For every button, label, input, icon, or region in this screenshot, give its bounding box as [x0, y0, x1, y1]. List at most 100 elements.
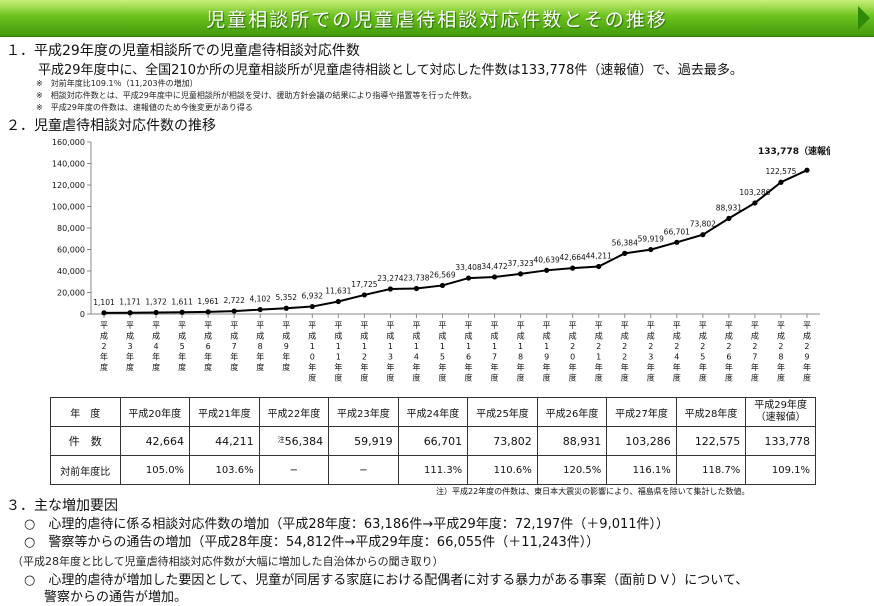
- data-label: 88,931: [716, 203, 742, 212]
- x-tick-label: 平成 4 年度: [152, 321, 160, 372]
- data-point: [101, 310, 107, 316]
- x-tick-label: 平成 2 8 年度: [777, 321, 785, 383]
- table-ratio: 103.6%: [189, 455, 260, 485]
- x-tick-label: 平成 1 5 年度: [438, 321, 446, 383]
- data-label: 1,171: [119, 298, 141, 307]
- data-label: 4,102: [249, 295, 271, 304]
- table-year: 平成23年度: [328, 397, 399, 427]
- y-tick-label: 120,000: [52, 181, 85, 190]
- data-point: [465, 275, 472, 281]
- table-count: 66,701: [397, 426, 469, 456]
- x-tick-label: 平成 6 年度: [204, 321, 212, 372]
- table-count: 133,778: [745, 426, 816, 456]
- data-point: [257, 306, 263, 313]
- series-line: [104, 169, 808, 314]
- x-tick-label: 平成 3 年度: [126, 321, 134, 372]
- data-label: 56,384: [612, 238, 638, 247]
- section3-subheading: （平成28年度と比して児童虐待相談対応件数が大幅に増加した自治体からの聞き取り）: [12, 555, 444, 568]
- x-tick-label: 平成 1 6 年度: [465, 321, 473, 383]
- x-tick-label: 平成 1 1 年度: [334, 321, 342, 383]
- x-tick-label: 平成 1 7 年度: [491, 321, 499, 383]
- data-point: [648, 246, 654, 253]
- data-label: 11,631: [325, 286, 351, 295]
- table-year-last: 平成29年度 （速報値）: [745, 397, 816, 427]
- table-count: 73,802: [467, 426, 538, 456]
- table-header-row: 年 度 平成20年度 平成21年度 平成22年度 平成23年度 平成24年度 平…: [50, 397, 816, 427]
- x-tick-label: 平成 2 0 年度: [569, 321, 577, 383]
- data-point: [283, 305, 289, 311]
- data-point: [700, 232, 706, 238]
- table-ratio: 118.7%: [675, 455, 747, 485]
- data-label: 66,701: [664, 227, 690, 236]
- arrow-right-icon: [858, 6, 870, 30]
- table-year: 平成25年度: [467, 397, 538, 427]
- y-tick-label: 60,000: [57, 246, 85, 255]
- x-tick-label: 平成 2 6 年度: [725, 321, 733, 383]
- data-point: [752, 200, 758, 206]
- table-count-row: 件 数 42,664 44,211 注56,384 59,919 66,701 …: [50, 426, 816, 456]
- table-col-header: 年 度: [50, 397, 121, 427]
- data-label: 2,722: [223, 296, 245, 305]
- x-tick-label: 平成 1 2 年度: [360, 321, 368, 383]
- x-tick-label: 平成 2 3 年度: [647, 321, 655, 383]
- data-label: 1,372: [145, 298, 167, 307]
- data-label: 5,352: [276, 293, 298, 302]
- x-tick-label: 平成 1 0 年度: [308, 321, 316, 383]
- table-ratio: 120.5%: [536, 455, 608, 485]
- data-point: [778, 179, 784, 185]
- section3-item-3: ○ 心理的虐待が増加した要因として、児童が同居する家庭における配偶者に対する暴力…: [24, 573, 749, 588]
- data-label: 1,101: [93, 298, 115, 307]
- x-tick-label: 平成 2 1 年度: [595, 321, 603, 383]
- data-point: [804, 167, 810, 173]
- page-title: 児童相談所での児童虐待相談対応件数とその推移: [206, 8, 668, 31]
- data-point: [596, 263, 602, 270]
- data-point: [622, 250, 628, 256]
- table-year: 平成27年度: [606, 397, 677, 427]
- data-label: 34,472: [481, 262, 507, 271]
- data-point: [544, 267, 550, 273]
- section3-item-3-cont: 警察からの通告が増加。: [44, 590, 188, 605]
- x-tick-label: 平成 2 年度: [100, 321, 108, 372]
- table-ratio: 110.6%: [467, 455, 538, 485]
- table-count: 122,575: [675, 426, 747, 456]
- data-label: 44,211: [586, 251, 612, 260]
- x-tick-label: 平成 1 9 年度: [543, 321, 551, 383]
- data-point: [570, 265, 576, 271]
- table-count: 44,211: [189, 426, 260, 456]
- data-label: 37,323: [507, 259, 533, 268]
- data-label: 73,802: [690, 220, 716, 229]
- data-point: [231, 308, 237, 314]
- data-point: [674, 239, 680, 245]
- data-label: 59,919: [638, 235, 664, 244]
- table-count: 59,919: [328, 426, 399, 456]
- x-tick-label: 平成 1 8 年度: [517, 321, 525, 383]
- data-point: [517, 271, 524, 277]
- x-tick-label: 平成 2 4 年度: [673, 321, 681, 383]
- table-row-label-ratio: 対前年度比: [50, 455, 121, 485]
- data-point: [335, 298, 341, 305]
- trend-line-chart: 0 20,000 40,000 60,000 80,000 100,000 120,000 1…: [52, 138, 830, 383]
- data-label: 23,274: [377, 274, 403, 283]
- table-year-last-sub: （速報値）: [755, 412, 806, 423]
- data-label: 23,738: [403, 273, 429, 282]
- x-tick-label: 平成 2 7 年度: [751, 321, 759, 383]
- section2-heading: ２．児童虐待相談対応件数の推移: [6, 118, 216, 134]
- data-point: [387, 286, 394, 292]
- y-tick-label: 20,000: [57, 289, 85, 298]
- table-count: 42,664: [119, 426, 191, 456]
- data-label: 42,664: [560, 253, 586, 262]
- x-tick-label: 平成 2 9 年度: [803, 321, 811, 383]
- data-point: [153, 309, 159, 316]
- table-ratio: 116.1%: [606, 455, 677, 485]
- data-label: 26,569: [429, 270, 455, 279]
- data-label: 40,639: [534, 255, 560, 264]
- x-tick-label: 平成 8 年度: [256, 321, 264, 372]
- table-ratio: 105.0%: [119, 455, 191, 485]
- table-count: 103,286: [606, 426, 677, 456]
- section3-heading: ３．主な増加要因: [6, 498, 118, 514]
- table-year: 平成20年度: [119, 397, 191, 427]
- data-point: [205, 309, 211, 315]
- section1-body: 平成29年度中に、全国210か所の児童相談所が児童虐待相談として対応した件数は1…: [38, 63, 743, 78]
- x-tick-label: 平成 2 5 年度: [699, 321, 707, 383]
- section1-note-1: ※ 対前年度比109.1％（11,203件の増加）: [36, 79, 198, 88]
